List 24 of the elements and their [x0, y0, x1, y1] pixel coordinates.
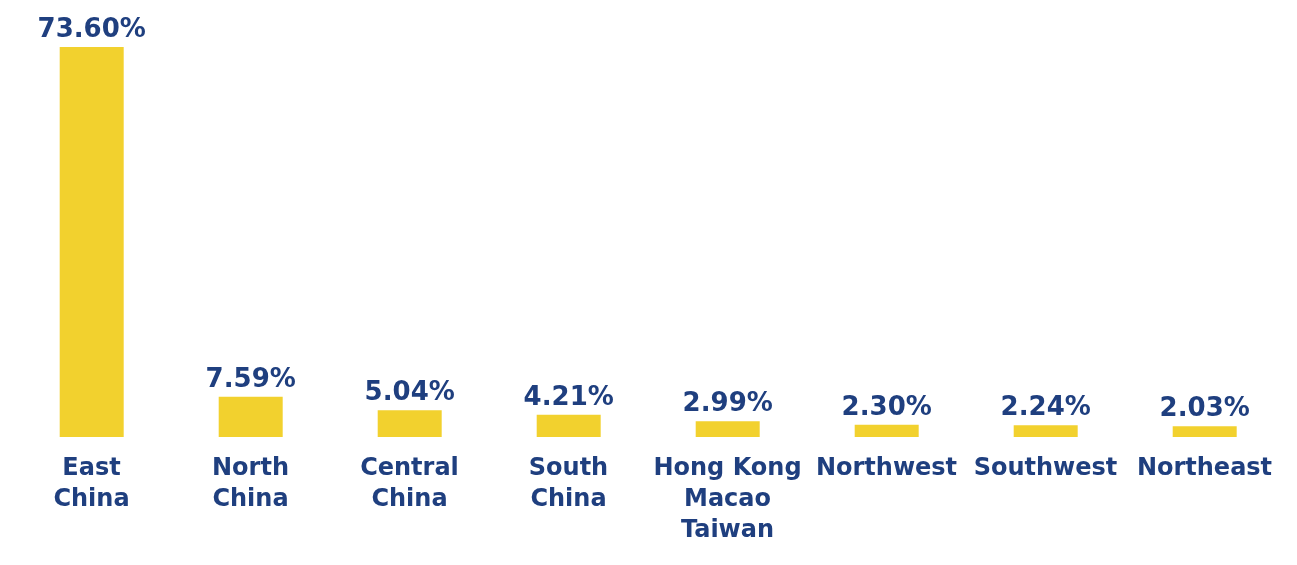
- bar: [59, 47, 124, 437]
- bar: [854, 424, 919, 437]
- x-tick-label: Northwest: [815, 453, 958, 481]
- bar: [1013, 425, 1078, 437]
- x-tick-label: East China: [53, 453, 130, 512]
- x-tick-label: Northeast: [1136, 453, 1273, 481]
- data-label: 2.24%: [1000, 391, 1091, 422]
- x-tick-label: North China: [212, 453, 289, 512]
- data-label: 73.60%: [37, 13, 146, 43]
- x-tick-label: Central China: [360, 453, 459, 512]
- x-tick-label: Southwest: [973, 453, 1118, 481]
- data-label: 5.04%: [364, 376, 455, 407]
- x-tick-label: Hong Kong Macao Taiwan: [653, 453, 802, 543]
- bar: [695, 421, 760, 437]
- data-label: 2.03%: [1159, 392, 1250, 423]
- bar: [536, 414, 601, 437]
- data-label: 7.59%: [205, 362, 296, 393]
- data-label: 2.30%: [841, 390, 932, 421]
- data-label: 2.99%: [682, 387, 773, 418]
- bar: [218, 396, 283, 437]
- bar: [1172, 426, 1237, 437]
- data-label: 4.21%: [523, 380, 614, 411]
- bar: [377, 410, 442, 437]
- x-tick-label: South China: [528, 453, 609, 512]
